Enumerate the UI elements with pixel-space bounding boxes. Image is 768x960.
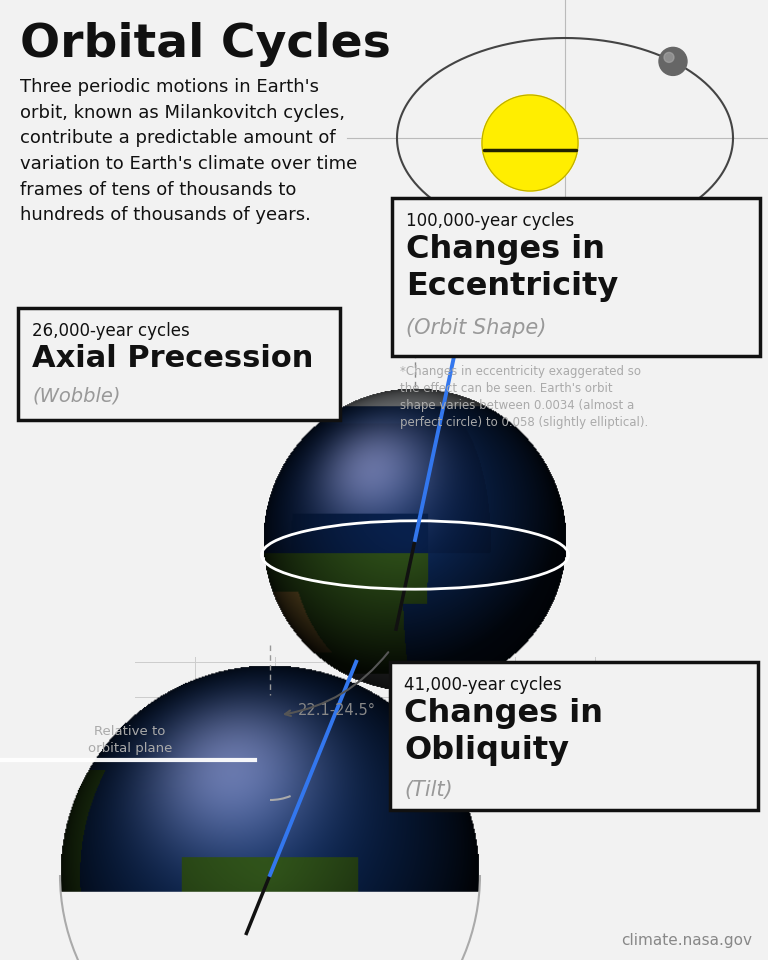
Text: SUN: SUN (530, 206, 561, 221)
FancyBboxPatch shape (18, 308, 340, 420)
Text: 26,000-year cycles: 26,000-year cycles (32, 322, 190, 340)
Text: Changes in
Obliquity: Changes in Obliquity (404, 698, 603, 766)
Text: climate.nasa.gov: climate.nasa.gov (621, 933, 752, 948)
Text: Three periodic motions in Earth's
orbit, known as Milankovitch cycles,
contribut: Three periodic motions in Earth's orbit,… (20, 78, 357, 225)
Circle shape (659, 47, 687, 76)
Circle shape (482, 95, 578, 191)
Text: (Wobble): (Wobble) (32, 386, 121, 405)
Text: (Orbit Shape): (Orbit Shape) (406, 318, 546, 338)
Circle shape (664, 53, 674, 62)
Text: Changes in
Eccentricity: Changes in Eccentricity (406, 234, 618, 302)
Text: Orbital Cycles: Orbital Cycles (20, 22, 391, 67)
Text: 41,000-year cycles: 41,000-year cycles (404, 676, 561, 694)
Text: 100,000-year cycles: 100,000-year cycles (406, 212, 574, 230)
Text: *Changes in eccentricity exaggerated so
the effect can be seen. Earth's orbit
sh: *Changes in eccentricity exaggerated so … (400, 365, 648, 429)
Text: 22.1-24.5°: 22.1-24.5° (298, 703, 376, 718)
Text: (Tilt): (Tilt) (404, 780, 452, 800)
FancyBboxPatch shape (390, 662, 758, 810)
FancyBboxPatch shape (392, 198, 760, 356)
Text: Relative to
orbital plane: Relative to orbital plane (88, 725, 172, 755)
Text: Axial Precession: Axial Precession (32, 344, 313, 373)
